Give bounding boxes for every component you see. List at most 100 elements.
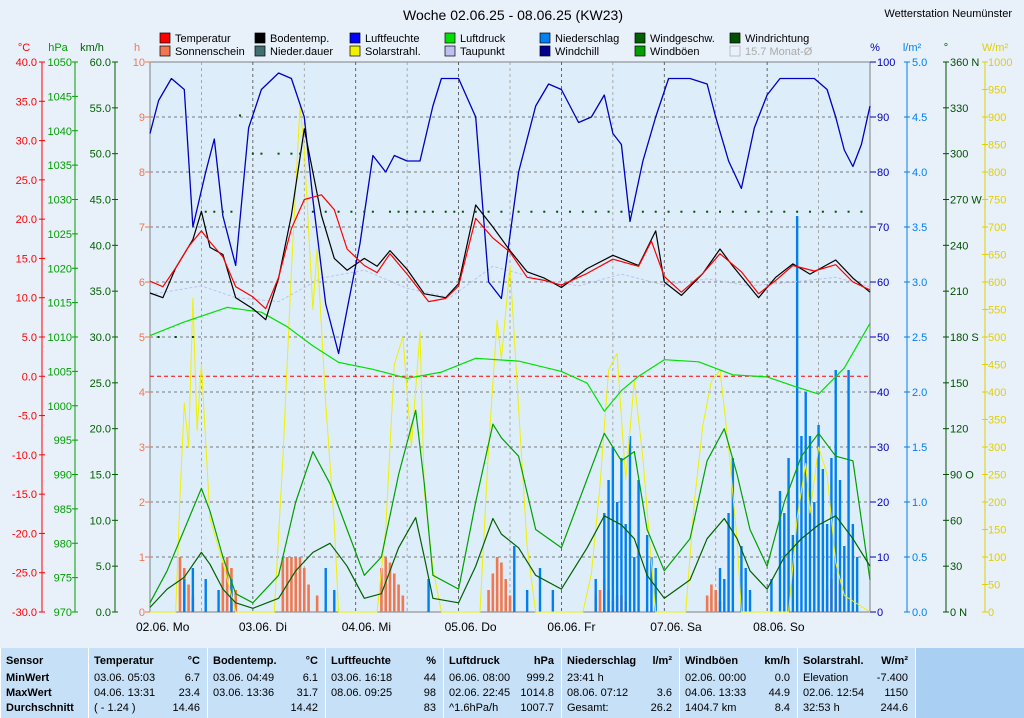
axis-tick-label: 50 [877, 332, 889, 344]
table-column [325, 648, 443, 718]
axis-tick-label: 0.0 [912, 607, 927, 619]
axis-tick-label: 990 [54, 470, 72, 482]
series-luftfeuchte [149, 72, 871, 355]
table-cell: 08.06. 09:25 [331, 687, 393, 699]
weather-chart: Woche 02.06.25 - 08.06.25 (KW23) Wetters… [11, 7, 1013, 634]
table-cell: ^1.6hPa/h [449, 702, 499, 714]
wind-direction-dot [556, 210, 559, 213]
day-label: 02.06. Mo [136, 620, 190, 634]
wind-direction-dot [517, 210, 520, 213]
axis-tick-label: 240 [950, 240, 968, 252]
bar-niederschlag [727, 513, 730, 612]
axis-tick-label: 0 [877, 607, 883, 619]
axis-tick-label: 50.0 [90, 149, 111, 161]
wind-direction-dot [423, 210, 426, 213]
legend-swatch [254, 45, 266, 57]
bar-niederschlag [778, 491, 782, 612]
wind-direction-dot [474, 210, 477, 213]
legend-swatch [729, 32, 741, 44]
axis-tick-label: 980 [54, 538, 72, 550]
legend-swatch [159, 32, 171, 44]
axis-tick-label: 25.0 [90, 378, 111, 390]
legend-label: Solarstrahl. [365, 46, 421, 58]
wind-direction-dot [654, 210, 657, 213]
wind-direction-dot [277, 152, 280, 155]
bar-sonnenschein [392, 573, 396, 612]
bar-niederschlag [217, 590, 220, 612]
wind-direction-dot [629, 210, 631, 213]
table-cell: 04.06. 13:33 [685, 687, 747, 699]
wind-direction-dot [641, 210, 644, 213]
table-cell: 32:53 h [803, 702, 840, 714]
bar-niederschlag [783, 513, 786, 612]
axis-tick-label: 200 [988, 497, 1006, 509]
axis-tick-label: 6 [139, 277, 145, 289]
axis-tick-label: 60.0 [90, 57, 111, 69]
table-row-label: MinWert [6, 672, 50, 684]
axis-tick-label: 40 [877, 387, 889, 399]
wind-direction-dot [230, 210, 233, 213]
bar-sonnenschein [234, 590, 238, 612]
bar-sonnenschein [281, 557, 285, 612]
table-value: 6.7 [184, 672, 200, 684]
table-cell: 03.06. 05:03 [94, 672, 156, 684]
table-value: 26.2 [650, 702, 672, 714]
axis-tick-label: 70 [877, 222, 889, 234]
legend-label: Niederschlag [555, 33, 619, 45]
axis-tick-label: 30 [950, 561, 962, 573]
legend-swatch [159, 45, 171, 57]
legend-swatch [444, 45, 456, 57]
bar-sonnenschein [710, 584, 713, 612]
axis-tick-label: 60 [877, 277, 889, 289]
wind-direction-dot [487, 210, 490, 213]
axis-tick-label: 4.5 [912, 112, 927, 124]
bar-niederschlag [821, 469, 825, 612]
bar-niederschlag [538, 568, 542, 612]
table-value: 244.6 [880, 702, 908, 714]
axis-tick-label: 40.0 [90, 240, 111, 252]
axis-tick-label: 2.0 [912, 387, 927, 399]
axis-tick-label: 1035 [48, 160, 72, 172]
table-header: Luftdruck [449, 655, 500, 667]
axes: 40.035.030.025.020.015.010.05.00.0-5.0-1… [12, 42, 1013, 634]
table-value: 1007.7 [520, 702, 554, 714]
legend-swatch [539, 32, 551, 44]
axis-rain: 5.0 4.5 4.0 3.5 3.0 2.5 2.0 1.5 1.0 0.5 0.0 l/m² [903, 42, 927, 619]
bar-sonnenschein [187, 584, 190, 612]
table-header: Luftfeuchte [331, 655, 391, 667]
legend-label: Windchill [555, 46, 599, 58]
axis-tick-label: 0.0 [96, 607, 111, 619]
bar-sonnenschein [500, 562, 503, 612]
axis-tick-label: 60 [950, 515, 962, 527]
table-header: Niederschlag [567, 655, 637, 667]
wind-direction-dot [239, 114, 241, 117]
bar-niederschlag [645, 535, 649, 612]
bar-niederschlag [654, 568, 657, 612]
axis-pressure: 1050 1045 1040 1035 1030 1025 1020 1015 1010 1005… [48, 42, 78, 619]
bar-niederschlag [825, 524, 829, 612]
axis-tick-label: -10.0 [12, 450, 37, 462]
table-cell: 02.06. 00:00 [685, 672, 747, 684]
bar-niederschlag [731, 458, 735, 612]
axis-tick-label: 100 [877, 57, 895, 69]
table-unit: W/m² [881, 655, 908, 667]
bar-niederschlag [808, 436, 812, 612]
axis-tick-label: 1025 [48, 229, 72, 241]
bar-sonnenschein [508, 595, 512, 612]
series-temperatur [149, 194, 871, 310]
axis-tick-label: 270 W [950, 195, 982, 207]
bar-niederschlag [513, 546, 516, 612]
table-value: 0.0 [774, 672, 790, 684]
bar-niederschlag [795, 216, 799, 612]
axis-tick-label: 1020 [48, 263, 72, 275]
table-cell: Elevation [803, 672, 849, 684]
axis-tick-label: 210 [950, 286, 968, 298]
axis-tick-label: -25.0 [12, 568, 37, 580]
table-value: 999.2 [526, 672, 554, 684]
bar-niederschlag [718, 568, 722, 612]
table-cell: 23:41 h [567, 672, 604, 684]
axis-tick-label: 330 [950, 103, 968, 115]
bar-sonnenschein [225, 557, 229, 612]
